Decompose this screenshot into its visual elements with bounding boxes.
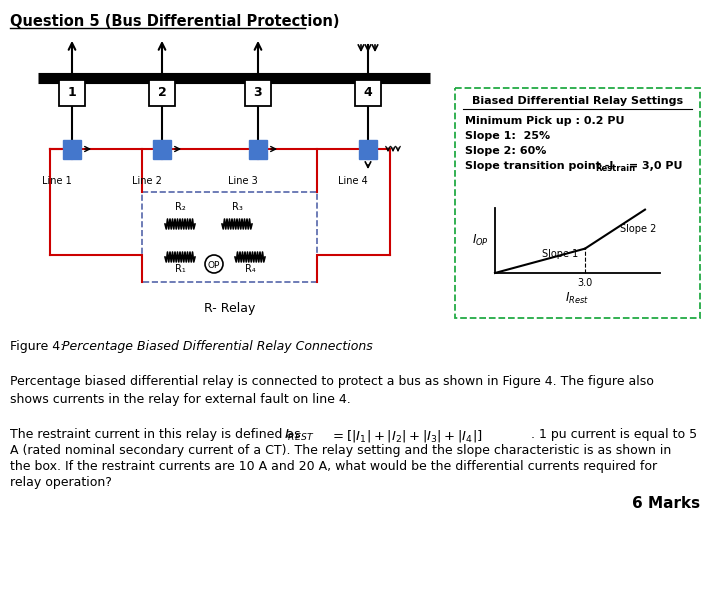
Bar <box>149 80 175 106</box>
Text: R₁: R₁ <box>175 264 186 274</box>
Text: Minimum Pick up : 0.2 PU: Minimum Pick up : 0.2 PU <box>465 116 624 126</box>
Text: 6 Marks: 6 Marks <box>632 496 700 511</box>
Text: 4: 4 <box>363 87 373 100</box>
Text: Percentage biased differential relay is connected to protect a bus as shown in F: Percentage biased differential relay is … <box>10 375 654 406</box>
Text: $= [|I_1| + |I_2| + |I_3| + |I_4|]$: $= [|I_1| + |I_2| + |I_3| + |I_4|]$ <box>330 428 483 444</box>
Text: Question 5 (Bus Differential Protection): Question 5 (Bus Differential Protection) <box>10 14 339 29</box>
Text: OP: OP <box>208 260 220 269</box>
Text: $I_{OP}$: $I_{OP}$ <box>472 233 489 248</box>
Bar <box>359 150 377 159</box>
Text: Slope 2: 60%: Slope 2: 60% <box>465 146 546 156</box>
Text: 3.0: 3.0 <box>577 278 593 288</box>
Text: Line 3: Line 3 <box>228 176 258 186</box>
Bar <box>59 80 85 106</box>
Bar <box>249 150 267 159</box>
Circle shape <box>205 255 223 273</box>
Text: 1: 1 <box>68 87 76 100</box>
Text: R- Relay: R- Relay <box>204 302 255 315</box>
Text: Line 2: Line 2 <box>132 176 162 186</box>
Bar <box>355 80 381 106</box>
Text: Line 1: Line 1 <box>42 176 72 186</box>
Bar <box>359 140 377 149</box>
Bar <box>63 140 81 149</box>
Bar <box>249 140 267 149</box>
Bar <box>63 150 81 159</box>
Text: relay operation?: relay operation? <box>10 476 112 489</box>
Text: A (rated nominal secondary current of a CT). The relay setting and the slope cha: A (rated nominal secondary current of a … <box>10 444 671 457</box>
Text: Biased Differential Relay Settings: Biased Differential Relay Settings <box>472 96 683 106</box>
Bar <box>142 192 317 282</box>
Text: R₄: R₄ <box>245 264 255 274</box>
Text: Restrain: Restrain <box>595 164 635 173</box>
Text: $I_{REST}$: $I_{REST}$ <box>284 428 314 443</box>
Text: Slope transition point -I: Slope transition point -I <box>465 161 614 171</box>
Text: Slope 2: Slope 2 <box>620 224 656 234</box>
Text: R₂: R₂ <box>175 202 186 212</box>
Text: the box. If the restraint currents are 10 A and 20 A, what would be the differen: the box. If the restraint currents are 1… <box>10 460 657 473</box>
Bar <box>153 150 171 159</box>
Text: $I_{Rest}$: $I_{Rest}$ <box>565 291 589 306</box>
Bar <box>153 140 171 149</box>
Text: = 3,0 PU: = 3,0 PU <box>625 161 683 171</box>
Text: The restraint current in this relay is defined as: The restraint current in this relay is d… <box>10 428 309 441</box>
Text: Figure 4:: Figure 4: <box>10 340 68 353</box>
Bar <box>245 80 271 106</box>
Text: Percentage Biased Differential Relay Connections: Percentage Biased Differential Relay Con… <box>62 340 373 353</box>
Text: R₃: R₃ <box>232 202 242 212</box>
Text: 3: 3 <box>254 87 262 100</box>
Text: 2: 2 <box>158 87 166 100</box>
Bar <box>455 88 700 318</box>
Text: Line 4: Line 4 <box>338 176 368 186</box>
Text: Slope 1: Slope 1 <box>542 249 578 259</box>
Text: Slope 1:  25%: Slope 1: 25% <box>465 131 550 141</box>
Text: . 1 pu current is equal to 5: . 1 pu current is equal to 5 <box>531 428 697 441</box>
